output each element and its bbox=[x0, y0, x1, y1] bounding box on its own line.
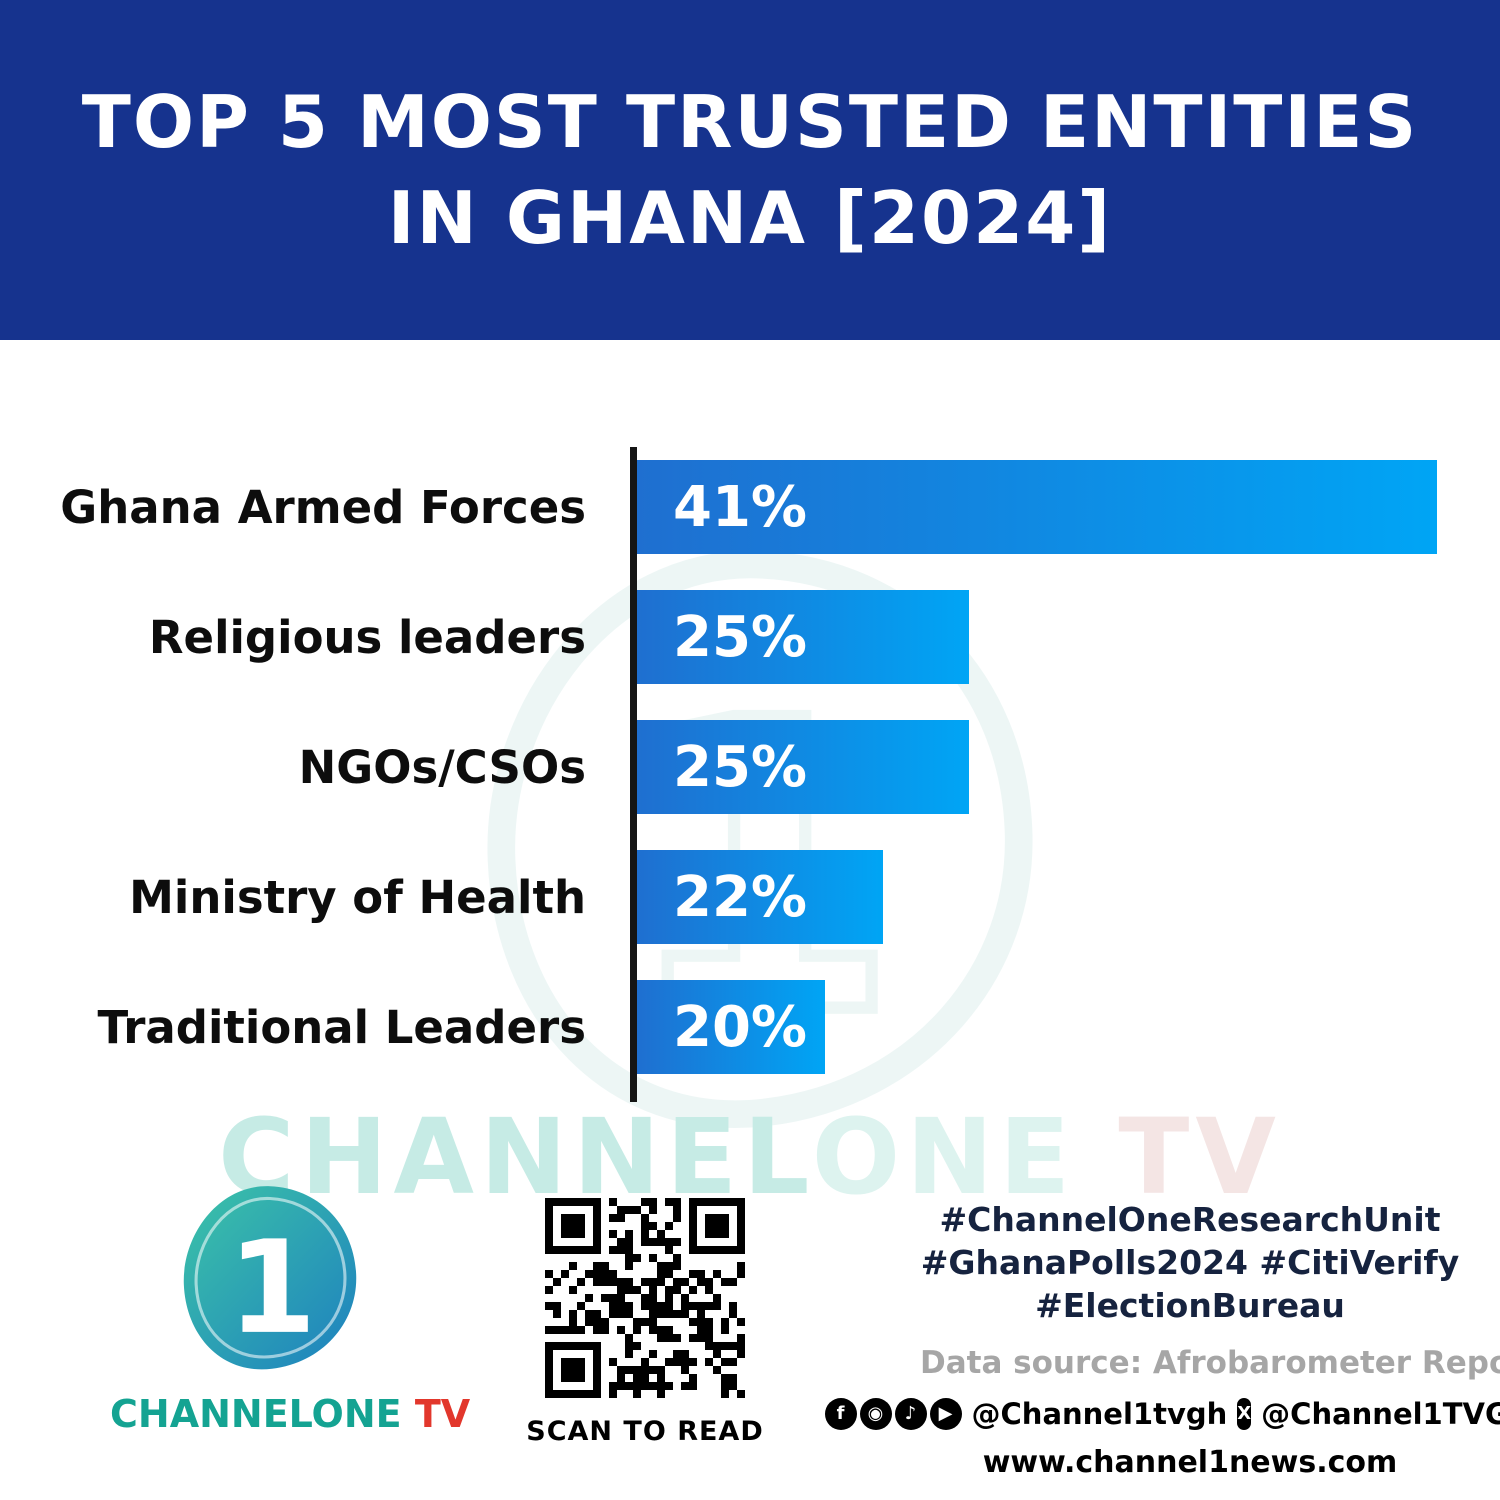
tiktok-icon: ♪ bbox=[894, 1398, 927, 1430]
header-banner: TOP 5 MOST TRUSTED ENTITIES IN GHANA [20… bbox=[0, 0, 1500, 340]
instagram-icon: ◉ bbox=[859, 1398, 892, 1430]
chart-y-axis-line bbox=[630, 447, 637, 1102]
watermark-one: ONE bbox=[811, 1096, 1077, 1218]
data-source-note: Data source: Afrobarometer Report bbox=[920, 1345, 1500, 1381]
hashtags-line-2: #GhanaPolls2024 #CitiVerify bbox=[920, 1243, 1460, 1282]
social-icon-cluster: f ◉ ♪ ▶ bbox=[824, 1398, 962, 1430]
bar-ngos-csos: 25% bbox=[637, 720, 969, 814]
watermark-tv: TV bbox=[1076, 1096, 1282, 1218]
logo-numeral: 1 bbox=[227, 1214, 316, 1363]
website-url: www.channel1news.com bbox=[982, 1445, 1398, 1480]
chart-bars: 41% 25% 25% 22% 20% bbox=[637, 460, 1497, 1110]
social-handle-main: @Channel1tvgh bbox=[971, 1397, 1228, 1431]
bar-value-label: 22% bbox=[673, 864, 808, 930]
hashtags-line-1: #ChannelOneResearchUnit bbox=[939, 1200, 1441, 1239]
category-label-traditional-leaders: Traditional Leaders bbox=[97, 1000, 586, 1054]
hashtags-line-3: #ElectionBureau bbox=[1035, 1286, 1345, 1325]
channel-one-text-watermark: CHANNELONE TV bbox=[0, 1096, 1500, 1218]
x-twitter-icon: X bbox=[1237, 1398, 1252, 1430]
category-label-ministry-of-health: Ministry of Health bbox=[129, 870, 586, 924]
logo-wordmark: CHANNELONE TV bbox=[110, 1392, 470, 1436]
bar-value-label: 20% bbox=[673, 994, 808, 1060]
page-title-line1: TOP 5 MOST TRUSTED ENTITIES bbox=[81, 80, 1419, 164]
bar-ghana-armed-forces: 41% bbox=[637, 460, 1437, 554]
bar-traditional-leaders: 20% bbox=[637, 980, 825, 1074]
page-title-line2: IN GHANA [2024] bbox=[387, 176, 1113, 260]
logo-wordmark-channel: CHANNEL bbox=[110, 1392, 312, 1436]
chart-category-labels: Ghana Armed Forces Religious leaders NGO… bbox=[30, 460, 616, 1110]
youtube-icon: ▶ bbox=[929, 1398, 962, 1430]
bar-value-label: 25% bbox=[673, 604, 808, 670]
category-label-ghana-armed-forces: Ghana Armed Forces bbox=[60, 480, 586, 534]
social-handle-x: @Channel1TVGHA bbox=[1261, 1397, 1500, 1431]
bar-religious-leaders: 25% bbox=[637, 590, 969, 684]
footer-right-column: #ChannelOneResearchUnit #GhanaPolls2024 … bbox=[824, 1198, 1500, 1480]
logo-wordmark-tv: TV bbox=[401, 1392, 471, 1436]
bar-value-label: 25% bbox=[673, 734, 808, 800]
facebook-icon: f bbox=[824, 1398, 857, 1430]
category-label-religious-leaders: Religious leaders bbox=[148, 610, 586, 664]
category-label-ngos-csos: NGOs/CSOs bbox=[298, 740, 586, 794]
channel-one-logo: 1 bbox=[165, 1178, 375, 1382]
logo-wordmark-one: ONE bbox=[311, 1392, 402, 1436]
qr-code bbox=[545, 1198, 745, 1398]
qr-caption: SCAN TO READ bbox=[526, 1416, 764, 1447]
bar-ministry-of-health: 22% bbox=[637, 850, 883, 944]
bar-value-label: 41% bbox=[673, 474, 808, 540]
watermark-channel: CHANNEL bbox=[218, 1096, 812, 1218]
social-row: f ◉ ♪ ▶ @Channel1tvgh X @Channel1TVGHA bbox=[824, 1397, 1500, 1431]
